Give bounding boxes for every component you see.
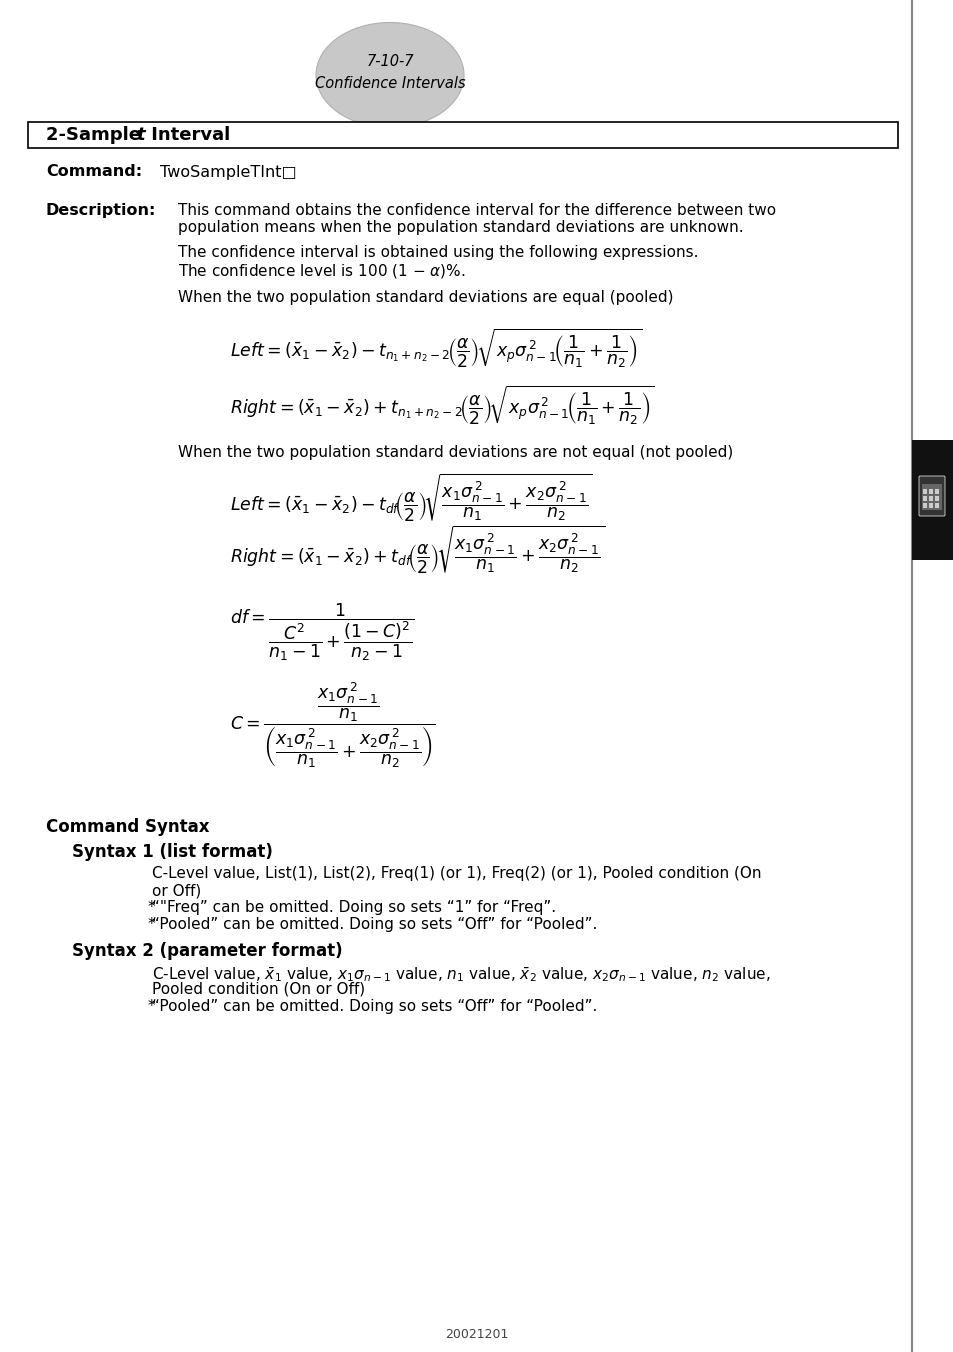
- Bar: [28, 122, 897, 147]
- Bar: [928, 496, 932, 502]
- Text: population means when the population standard deviations are unknown.: population means when the population sta…: [178, 220, 742, 235]
- Text: This command obtains the confidence interval for the difference between two: This command obtains the confidence inte…: [178, 203, 776, 218]
- Text: *: *: [148, 999, 155, 1014]
- Text: The confidence interval is obtained using the following expressions.: The confidence interval is obtained usin…: [178, 245, 698, 260]
- Text: Description:: Description:: [46, 203, 156, 218]
- Text: $\mathit{Left} = (\bar{x}_1 - \bar{x}_2) - t_{n_1+n_2-2}\!\left(\dfrac{\alpha}{2: $\mathit{Left} = (\bar{x}_1 - \bar{x}_2)…: [230, 326, 641, 369]
- Bar: [934, 503, 938, 508]
- Text: When the two population standard deviations are not equal (not pooled): When the two population standard deviati…: [178, 445, 733, 460]
- Text: Command Syntax: Command Syntax: [46, 818, 210, 836]
- Text: Syntax 2 (parameter format): Syntax 2 (parameter format): [71, 942, 342, 960]
- Bar: [923, 489, 926, 493]
- Bar: [934, 496, 938, 502]
- FancyBboxPatch shape: [918, 476, 944, 516]
- Text: Pooled condition (On or Off): Pooled condition (On or Off): [152, 982, 365, 996]
- Text: $\mathit{Right} = (\bar{x}_1 - \bar{x}_2) + t_{df}\!\left(\dfrac{\alpha}{2}\righ: $\mathit{Right} = (\bar{x}_1 - \bar{x}_2…: [230, 525, 604, 576]
- Text: Syntax 1 (list format): Syntax 1 (list format): [71, 844, 273, 861]
- Bar: [911, 439, 953, 560]
- Text: Interval: Interval: [145, 126, 230, 145]
- Text: TwoSampleTInt□: TwoSampleTInt□: [160, 165, 296, 180]
- Bar: [928, 489, 932, 493]
- Text: 2-Sample: 2-Sample: [46, 126, 147, 145]
- Text: The confidence level is 100 (1 $-$ $\alpha$)%.: The confidence level is 100 (1 $-$ $\alp…: [178, 262, 465, 280]
- Text: “"Freq” can be omitted. Doing so sets “1” for “Freq”.: “"Freq” can be omitted. Doing so sets “1…: [152, 900, 556, 915]
- Text: *: *: [148, 900, 155, 915]
- Text: $\mathit{Right} = (\bar{x}_1 - \bar{x}_2) + t_{n_1+n_2-2}\!\left(\dfrac{\alpha}{: $\mathit{Right} = (\bar{x}_1 - \bar{x}_2…: [230, 384, 654, 427]
- Text: When the two population standard deviations are equal (pooled): When the two population standard deviati…: [178, 289, 673, 306]
- Text: $C = \dfrac{\dfrac{x_1\sigma_{n-1}^{\,2}}{n_1}}{\left(\dfrac{x_1\sigma_{n-1}^{\,: $C = \dfrac{\dfrac{x_1\sigma_{n-1}^{\,2}…: [230, 680, 436, 771]
- Bar: [928, 503, 932, 508]
- Text: 7-10-7: 7-10-7: [366, 54, 414, 69]
- Bar: [921, 484, 941, 510]
- Bar: [934, 489, 938, 493]
- Text: “Pooled” can be omitted. Doing so sets “Off” for “Pooled”.: “Pooled” can be omitted. Doing so sets “…: [152, 917, 597, 932]
- Text: 20021201: 20021201: [445, 1329, 508, 1341]
- Text: $\mathit{df} = \dfrac{1}{\dfrac{C^2}{n_1-1}+\dfrac{(1-C)^2}{n_2-1}}$: $\mathit{df} = \dfrac{1}{\dfrac{C^2}{n_1…: [230, 602, 414, 662]
- Text: $\mathit{Left} = (\bar{x}_1 - \bar{x}_2) - t_{df}\!\left(\dfrac{\alpha}{2}\right: $\mathit{Left} = (\bar{x}_1 - \bar{x}_2)…: [230, 472, 592, 525]
- Text: t: t: [136, 126, 145, 145]
- Text: “Pooled” can be omitted. Doing so sets “Off” for “Pooled”.: “Pooled” can be omitted. Doing so sets “…: [152, 999, 597, 1014]
- Text: C-Level value, List(1), List(2), Freq(1) (or 1), Freq(2) (or 1), Pooled conditio: C-Level value, List(1), List(2), Freq(1)…: [152, 867, 760, 882]
- Text: C-Level value, $\bar{x}_1$ value, $x_1\sigma_{n-1}$ value, $n_1$ value, $\bar{x}: C-Level value, $\bar{x}_1$ value, $x_1\s…: [152, 965, 770, 984]
- Bar: [923, 496, 926, 502]
- Text: *: *: [148, 917, 155, 932]
- Ellipse shape: [315, 23, 463, 127]
- Text: or Off): or Off): [152, 883, 201, 898]
- Text: Confidence Intervals: Confidence Intervals: [314, 76, 465, 91]
- Bar: [923, 503, 926, 508]
- Text: Command:: Command:: [46, 165, 142, 180]
